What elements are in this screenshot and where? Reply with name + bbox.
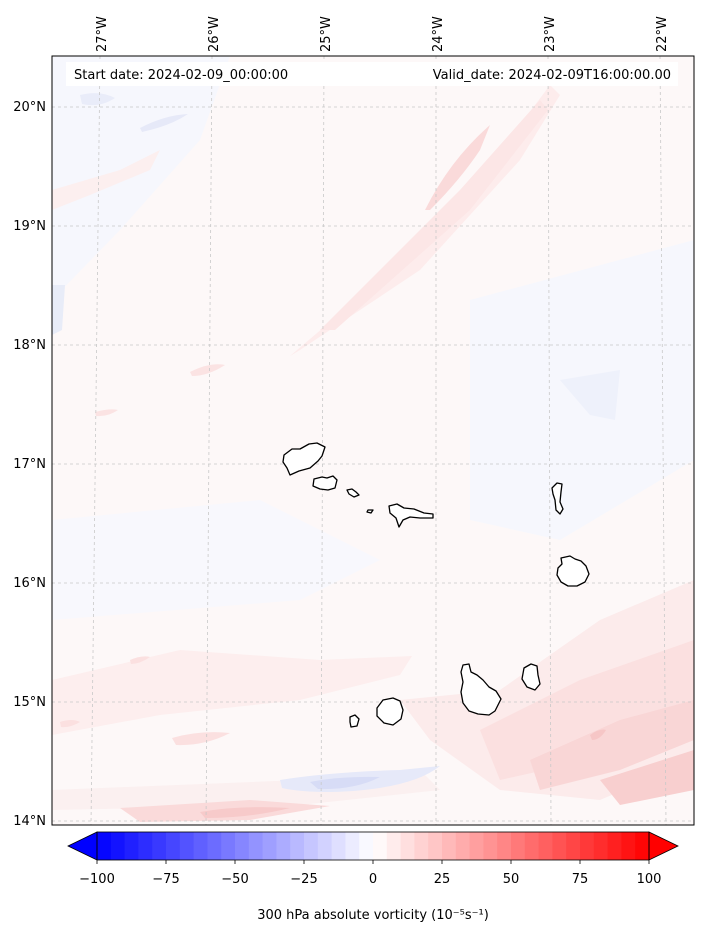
island-santa-luzia <box>346 488 360 498</box>
colorbar-label: 300 hPa absolute vorticity (10⁻⁵s⁻¹) <box>257 908 489 923</box>
vorticity-field <box>52 56 694 825</box>
lon-label-25w: 25°W <box>319 16 334 52</box>
colorbar-cell <box>469 832 484 860</box>
colorbar-cell <box>304 832 319 860</box>
start-date-text: Start date: 2024-02-09_00:00:00 <box>74 68 288 83</box>
colorbar-cell <box>524 832 540 860</box>
island-fogo <box>376 697 404 726</box>
colorbar-cell <box>621 832 636 860</box>
colorbar-cell <box>152 832 167 860</box>
lat-label-15n: 15°N <box>13 695 46 710</box>
colorbar-cell <box>373 832 388 860</box>
island-santo-antao <box>282 442 326 476</box>
colorbar-cell <box>635 832 650 860</box>
longitude-labels: 27°W 26°W 25°W 24°W 23°W 22°W <box>95 16 670 52</box>
island-sal <box>551 482 564 515</box>
graticule <box>52 56 694 825</box>
colorbar-tick-label: −75 <box>152 872 179 887</box>
colorbar-tick-label: 0 <box>369 872 377 887</box>
lat-label-17n: 17°N <box>13 457 46 472</box>
map-frame <box>51 55 695 826</box>
lat-label-19n: 19°N <box>13 219 46 234</box>
island-sao-vicente <box>312 475 338 491</box>
colorbar-cell <box>235 832 250 860</box>
colorbar-cell <box>221 832 236 860</box>
colorbar-cell <box>580 832 595 860</box>
colorbar-cell <box>428 832 443 860</box>
colorbar-cell <box>414 832 429 860</box>
colorbar-cell <box>455 832 471 860</box>
colorbar-tick-label: 25 <box>434 872 451 887</box>
colorbar-cell <box>110 832 126 860</box>
island-maio <box>521 663 541 691</box>
colorbar-cell <box>290 832 305 860</box>
valid-date-text: Valid_date: 2024-02-09T16:00:00.00 <box>433 68 671 83</box>
lon-label-26w: 26°W <box>207 16 222 52</box>
colorbar-cell <box>566 832 581 860</box>
colorbar-cell <box>345 832 360 860</box>
colorbar-extend-min <box>67 831 98 861</box>
colorbar-cell <box>552 832 567 860</box>
colorbar-extend-max <box>648 831 679 861</box>
lon-label-27w: 27°W <box>95 16 110 52</box>
colorbar-cell <box>262 832 277 860</box>
colorbar-tick-label: −50 <box>221 872 248 887</box>
colorbar-tick-label: 75 <box>572 872 589 887</box>
info-banner: Start date: 2024-02-09_00:00:00 Valid_da… <box>66 62 678 86</box>
colorbar-cell <box>97 832 112 860</box>
colorbar-tick-label: 100 <box>637 872 662 887</box>
island-sao-nicolau <box>388 503 434 528</box>
colorbar-cell <box>138 832 153 860</box>
colorbar-cells <box>97 832 650 860</box>
island-santiago <box>460 663 502 716</box>
colorbar-cell <box>538 832 553 860</box>
colorbar-cell <box>276 832 291 860</box>
colorbar-cell <box>166 832 181 860</box>
colorbar-cell <box>442 832 457 860</box>
colorbar-cell <box>511 832 526 860</box>
colorbar-cell <box>248 832 264 860</box>
colorbar-cell <box>607 832 622 860</box>
colorbar: −100 −75 −50 −25 0 25 50 75 100 300 hPa absolute… <box>67 831 679 923</box>
coastlines <box>282 442 590 728</box>
colorbar-cell <box>331 832 346 860</box>
lon-label-23w: 23°W <box>543 16 558 52</box>
lat-label-14n: 14°N <box>13 814 46 829</box>
lat-label-20n: 20°N <box>13 100 46 115</box>
colorbar-ticks: −100 −75 −50 −25 0 25 50 75 100 <box>79 860 661 887</box>
colorbar-cell <box>483 832 498 860</box>
colorbar-cell <box>179 832 195 860</box>
colorbar-cell <box>593 832 609 860</box>
colorbar-tick-label: −25 <box>290 872 317 887</box>
lon-label-22w: 22°W <box>655 16 670 52</box>
colorbar-cell <box>124 832 139 860</box>
colorbar-tick-label: 50 <box>503 872 520 887</box>
island-brava <box>349 714 360 728</box>
colorbar-cell <box>497 832 512 860</box>
latitude-labels: 20°N 19°N 18°N 17°N 16°N 15°N 14°N <box>13 100 46 829</box>
island-branco <box>366 509 374 514</box>
island-boa-vista <box>556 555 590 587</box>
colorbar-cell <box>400 832 415 860</box>
colorbar-cell <box>359 832 374 860</box>
colorbar-cell <box>317 832 333 860</box>
lat-label-18n: 18°N <box>13 338 46 353</box>
lon-label-24w: 24°W <box>431 16 446 52</box>
lat-label-16n: 16°N <box>13 576 46 591</box>
colorbar-tick-label: −100 <box>79 872 115 887</box>
colorbar-cell <box>193 832 208 860</box>
colorbar-cell <box>207 832 222 860</box>
colorbar-cell <box>386 832 402 860</box>
